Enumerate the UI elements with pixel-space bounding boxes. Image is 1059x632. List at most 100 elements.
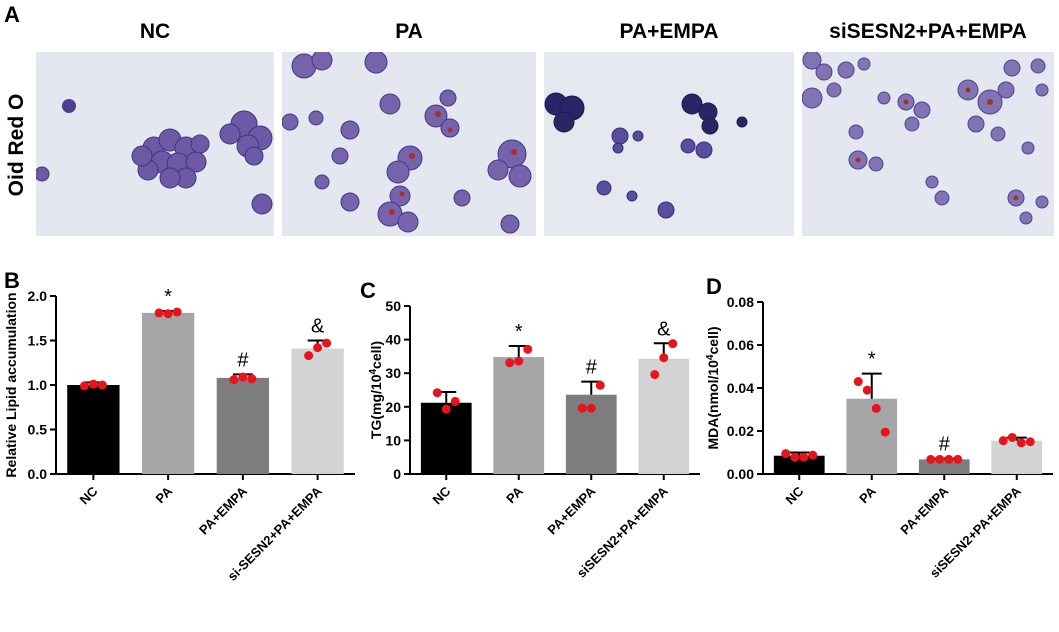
- chart-d-data-point: [880, 427, 890, 437]
- chart-b-data-point: [229, 375, 239, 385]
- chart-b-significance-mark: #: [237, 349, 249, 371]
- chart-d-bar: [846, 398, 898, 474]
- chart-b-data-point: [163, 309, 173, 319]
- chart-c-data-point: [586, 403, 596, 413]
- chart-d-y-tick-label: 0.00: [727, 466, 754, 482]
- chart-d-data-point: [799, 452, 809, 462]
- chart-c-y-tick-label: 0: [393, 466, 401, 482]
- chart-d-data-point: [862, 385, 872, 395]
- chart-b-data-point: [172, 307, 182, 317]
- chart-d-y-tick-label: 0.04: [727, 380, 754, 396]
- chart-c-y-tick-label: 50: [385, 298, 401, 314]
- chart-d-data-point: [781, 449, 791, 459]
- chart-b-significance-mark: &: [311, 316, 325, 338]
- chart-d-y-tick-label: 0.02: [727, 423, 754, 439]
- micrograph-sisesn2-pa-empa: [802, 52, 1054, 236]
- chart-b-y-tick-label: 1.0: [28, 377, 48, 393]
- chart-b-bar: [67, 385, 120, 474]
- chart-c-bar: [493, 357, 545, 474]
- micrograph-pa: [282, 52, 536, 236]
- chart-d-y-tick-label: 0.08: [727, 294, 754, 310]
- chart-d-data-point: [808, 450, 818, 460]
- micrograph-pa-empa: [544, 52, 794, 236]
- chart-b-y-tick-label: 0.0: [28, 466, 48, 482]
- chart-d-bar: [991, 440, 1043, 474]
- chart-c-bar: [420, 402, 472, 474]
- chart-b-data-point: [88, 379, 98, 389]
- chart-d-data-point: [935, 454, 945, 464]
- chart-b-y-tick-label: 0.5: [28, 422, 48, 438]
- chart-d-data-point: [790, 452, 800, 462]
- chart-d-data-point: [953, 454, 963, 464]
- panel-a-letter: A: [4, 2, 20, 27]
- chart-d-data-point: [944, 454, 954, 464]
- chart-b-data-point: [97, 380, 107, 390]
- chart-d-data-point: [1016, 438, 1026, 448]
- chart-d-y-tick-label: 0.06: [727, 337, 754, 353]
- chart-d-bar: [918, 459, 970, 474]
- chart-d-data-point: [998, 436, 1008, 446]
- chart-b-bar: [291, 348, 344, 474]
- chart-c-significance-mark: &: [657, 318, 671, 340]
- chart-c-data-point: [450, 396, 460, 406]
- chart-b-data-point: [79, 381, 89, 391]
- chart-c-y-tick-label: 20: [385, 399, 401, 415]
- chart-c-data-point: [577, 403, 587, 413]
- micrograph-nc: [36, 52, 274, 236]
- chart-d-bar: [773, 455, 825, 474]
- chart-d-significance-mark: #: [939, 434, 951, 456]
- image-title-sisesn2-pa-empa: siSESN2+PA+EMPA: [829, 20, 1027, 43]
- chart-b-y-tick-label: 1.5: [28, 333, 48, 349]
- chart-d-category-label: NC: [782, 483, 806, 507]
- chart-d-data-point: [1025, 437, 1035, 447]
- chart-b-y-label: Relative Lipid accumulation: [3, 292, 19, 477]
- chart-c-data-point: [441, 404, 451, 414]
- chart-b-bar: [141, 312, 195, 474]
- chart-b-data-point: [313, 343, 323, 353]
- chart-c-category-label: PA+EMPA: [544, 483, 598, 537]
- chart-c-data-point: [659, 353, 669, 363]
- chart-b-category-label: PA+EMPA: [196, 483, 250, 537]
- chart-c-data-point: [650, 370, 660, 380]
- chart-c-y-label: TG(mg/104cell): [368, 341, 385, 439]
- chart-d-category-label: PA: [856, 483, 879, 506]
- chart-d-data-point: [1007, 432, 1017, 442]
- image-title-nc: NC: [139, 20, 171, 43]
- chart-d-y-label: MDA(nmol/104cell): [705, 326, 722, 449]
- chart-b-data-point: [238, 372, 248, 382]
- chart-c-data-point: [514, 356, 524, 366]
- chart-c-category-label: NC: [429, 483, 453, 507]
- chart-c-y-tick-label: 30: [385, 365, 401, 381]
- chart-b-significance-mark: *: [164, 286, 172, 308]
- chart-d-significance-mark: *: [868, 349, 876, 371]
- chart-c-data-point: [505, 358, 515, 368]
- chart-c-data-point: [432, 388, 442, 398]
- chart-d-letter: D: [706, 274, 722, 299]
- chart-c-y-tick-label: 10: [385, 432, 401, 448]
- chart-b-data-point: [247, 374, 257, 384]
- chart-b-data-point: [322, 338, 332, 348]
- chart-b-bar: [216, 377, 270, 474]
- chart-c-data-point: [668, 339, 678, 349]
- chart-c-data-point: [523, 344, 533, 354]
- chart-d-data-point: [926, 454, 936, 464]
- chart-d-category-label: PA+EMPA: [897, 483, 951, 537]
- chart-c-significance-mark: *: [515, 321, 523, 343]
- chart-b-data-point: [154, 308, 164, 318]
- chart-c-bar: [638, 358, 690, 474]
- chart-c-category-label: PA: [503, 483, 526, 506]
- chart-b-data-point: [304, 351, 314, 361]
- chart-d-data-point: [871, 403, 881, 413]
- chart-b-letter: B: [4, 268, 20, 293]
- chart-d-data-point: [853, 377, 863, 387]
- chart-c-letter: C: [360, 278, 376, 303]
- chart-c-significance-mark: #: [586, 357, 598, 379]
- chart-c-y-tick-label: 40: [385, 332, 401, 348]
- image-title-pa: PA: [395, 20, 423, 43]
- chart-b-category-label: PA: [153, 483, 176, 506]
- chart-c-data-point: [595, 380, 605, 390]
- chart-b-y-tick-label: 2.0: [28, 288, 48, 304]
- image-title-pa-empa: PA+EMPA: [619, 20, 719, 43]
- chart-b-category-label: NC: [77, 483, 101, 507]
